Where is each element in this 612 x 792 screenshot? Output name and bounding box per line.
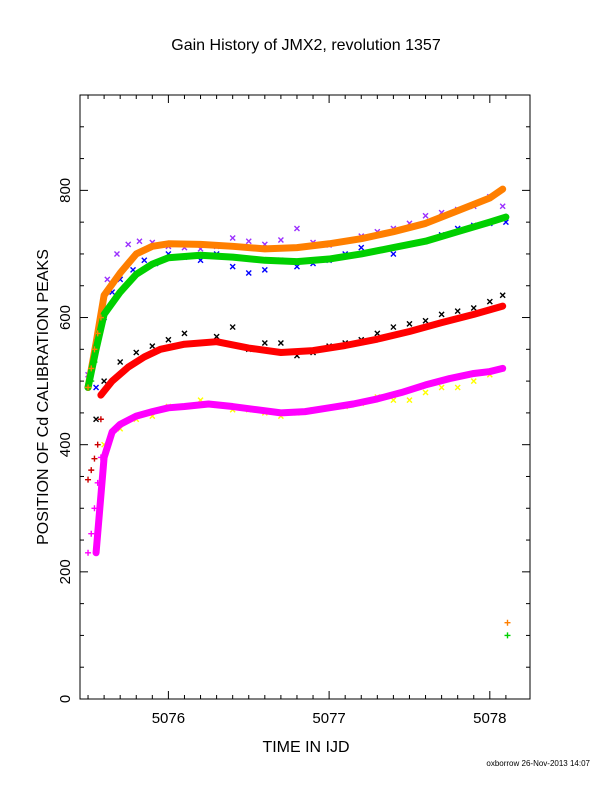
data-point: [88, 467, 95, 474]
data-point: [97, 416, 104, 423]
data-point: [88, 365, 95, 372]
series-7: [92, 364, 507, 557]
data-point: [91, 505, 98, 512]
data-point: [277, 236, 284, 243]
series-11: [85, 454, 104, 556]
data-point: [245, 270, 252, 277]
data-point: [113, 250, 120, 257]
series-line: [84, 213, 510, 391]
data-point: [101, 378, 108, 385]
series-line: [84, 185, 507, 391]
data-point: [261, 266, 268, 273]
data-point: [93, 384, 100, 391]
series-5: [97, 302, 507, 399]
data-point: [390, 250, 397, 257]
y-tick-label: 800: [57, 178, 74, 203]
series-10: [88, 336, 511, 639]
series-2: [84, 185, 507, 391]
data-point: [406, 320, 413, 327]
data-point: [229, 235, 236, 242]
data-point: [136, 238, 143, 245]
data-point: [94, 441, 101, 448]
data-point: [504, 619, 511, 626]
series-3: [84, 213, 510, 391]
chart-title: Gain History of JMX2, revolution 1357: [171, 37, 441, 54]
data-point: [85, 549, 92, 556]
data-point: [499, 292, 506, 299]
data-point: [97, 314, 104, 321]
data-point: [88, 378, 95, 385]
data-point: [438, 311, 445, 318]
data-point: [181, 330, 188, 337]
data-point: [125, 241, 132, 248]
y-axis-label: POSITION OF Cd CALIBRATION PEAKS: [35, 249, 52, 545]
data-point: [470, 378, 477, 385]
data-point: [358, 244, 365, 251]
data-point: [88, 530, 95, 537]
data-point: [229, 263, 236, 270]
footer-credit: oxborrow 26-Nov-2013 14:07: [486, 759, 590, 768]
data-point: [245, 238, 252, 245]
data-point: [499, 203, 506, 210]
data-point: [94, 479, 101, 486]
data-point: [91, 359, 98, 366]
data-point: [149, 343, 156, 350]
data-point: [422, 212, 429, 219]
series-line: [97, 302, 507, 399]
data-point: [213, 333, 220, 340]
series-9: [85, 314, 511, 626]
data-point: [94, 330, 101, 337]
data-point: [133, 349, 140, 356]
series-8: [85, 416, 104, 483]
series-line: [92, 364, 507, 557]
x-tick-label: 5077: [312, 710, 345, 727]
y-tick-label: 600: [57, 305, 74, 330]
data-point: [93, 416, 100, 423]
y-tick-label: 400: [57, 432, 74, 457]
x-tick-label: 5076: [152, 710, 185, 727]
data-point: [374, 330, 381, 337]
series-4: [93, 292, 506, 423]
data-point: [293, 225, 300, 232]
data-point: [97, 454, 104, 461]
data-point: [277, 339, 284, 346]
data-point: [390, 324, 397, 331]
data-point: [454, 308, 461, 315]
data-point: [229, 324, 236, 331]
data-point: [454, 384, 461, 391]
x-tick-label: 5078: [473, 710, 506, 727]
data-point: [165, 336, 172, 343]
data-point: [406, 397, 413, 404]
series-layer: [84, 185, 511, 639]
y-tick-label: 0: [57, 695, 74, 703]
data-point: [104, 276, 111, 283]
data-point: [94, 336, 101, 343]
axis-ticks: 5076 5077 5078 0 200 400 600 800: [57, 95, 530, 727]
y-tick-label: 200: [57, 559, 74, 584]
data-point: [117, 359, 124, 366]
plot-frame: [79, 94, 531, 700]
data-point: [85, 384, 92, 391]
data-point: [85, 476, 92, 483]
data-point: [422, 389, 429, 396]
data-point: [91, 346, 98, 353]
data-point: [486, 298, 493, 305]
data-point: [141, 257, 148, 264]
data-point: [470, 304, 477, 311]
data-point: [91, 455, 98, 462]
x-axis-label: TIME IN IJD: [262, 739, 349, 756]
data-point: [438, 384, 445, 391]
data-point: [261, 339, 268, 346]
data-point: [504, 632, 511, 639]
data-point: [422, 317, 429, 324]
